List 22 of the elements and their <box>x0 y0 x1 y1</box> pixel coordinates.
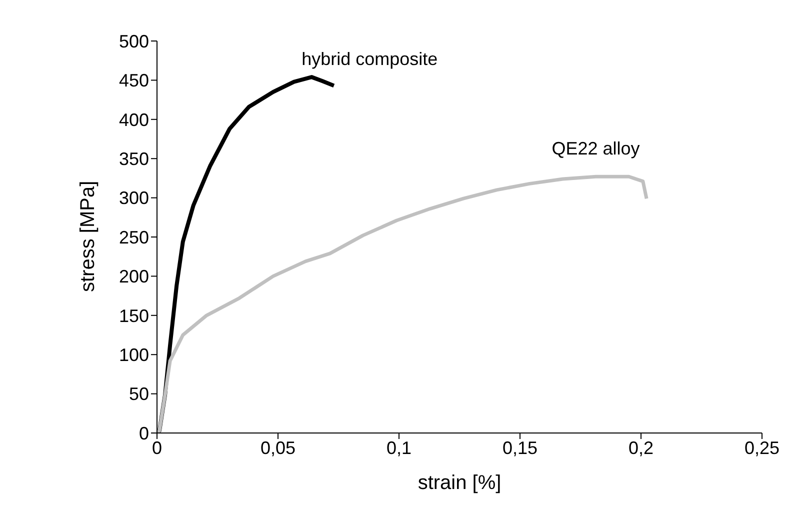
y-tick-label: 250 <box>118 227 149 248</box>
y-tick-label: 500 <box>118 31 149 52</box>
y-tick-label: 0 <box>138 423 149 444</box>
x-tick-label: 0,05 <box>260 438 296 458</box>
line-series <box>157 174 648 433</box>
x-tick-label: 0 <box>152 438 162 458</box>
x-tick-label: 0,25 <box>744 438 780 458</box>
x-tick-label: 0,15 <box>502 438 538 458</box>
y-tick-label: 300 <box>118 188 149 208</box>
y-tick-label: 100 <box>118 344 149 365</box>
y-tick-label: 200 <box>118 266 149 287</box>
series-label: QE22 alloy <box>552 138 640 159</box>
y-axis-title: stress [MPa] <box>77 180 100 292</box>
x-tick-label: 0,2 <box>628 438 654 458</box>
y-tick-label: 450 <box>118 70 149 91</box>
y-tick-label: 400 <box>118 110 149 130</box>
y-tick-label: 50 <box>128 384 149 404</box>
x-axis-title: strain [%] <box>418 472 502 494</box>
y-tick-label: 350 <box>118 148 149 169</box>
series-label: hybrid composite <box>302 49 438 70</box>
x-tick-label: 0,1 <box>386 438 412 458</box>
y-tick-label: 150 <box>118 306 149 326</box>
